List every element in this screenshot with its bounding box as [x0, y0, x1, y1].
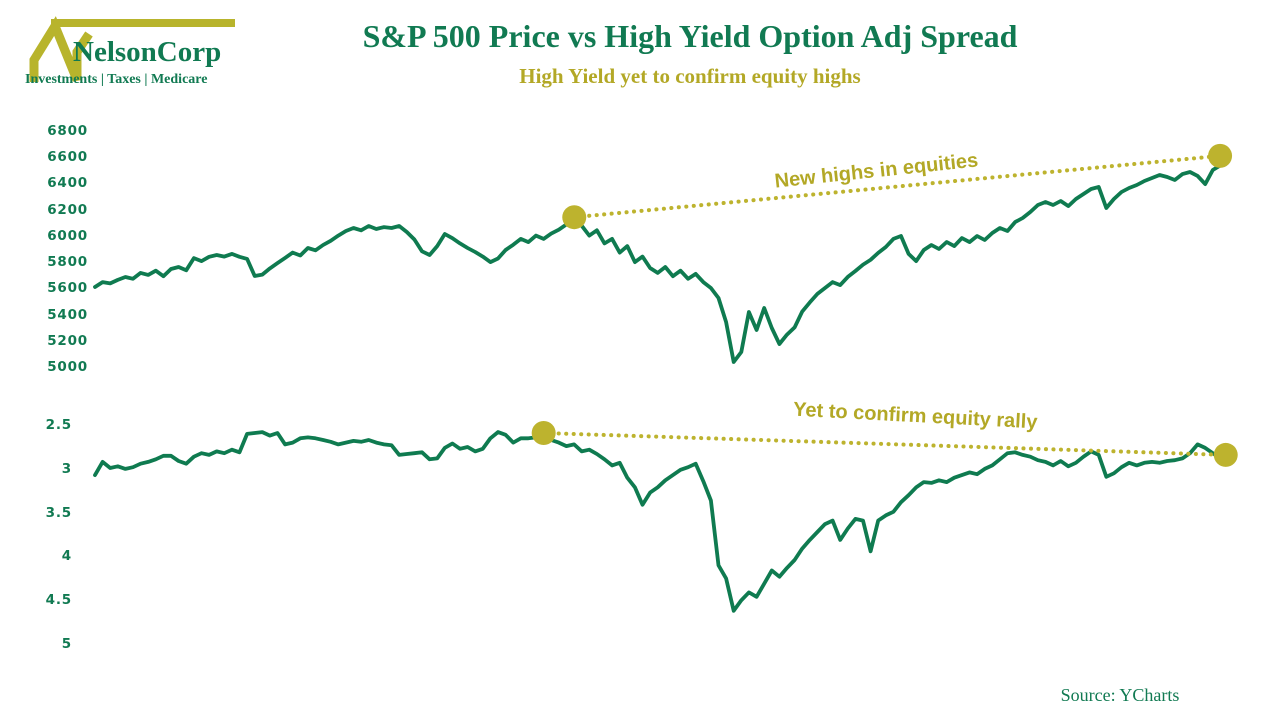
highlight-marker: [562, 205, 587, 230]
annotation-label: Yet to confirm equity rally: [793, 399, 1039, 434]
y-tick-label: 5: [61, 636, 72, 652]
y-tick-label: 3.5: [45, 504, 72, 521]
y-tick-label: 5800: [47, 254, 88, 271]
source-text: Source: YCharts: [1060, 685, 1180, 705]
y-tick-label: 5000: [47, 359, 88, 375]
y-tick-label: 3: [61, 460, 72, 477]
logo-name: NelsonCorp: [73, 36, 222, 68]
trend-dotted-line: [572, 153, 1223, 220]
y-tick-label: 6600: [47, 149, 88, 166]
y-tick-label: 5200: [47, 332, 88, 349]
y-tick-label: 6200: [47, 201, 88, 218]
y-tick-label: 6000: [47, 227, 88, 244]
chart-title: S&P 500 Price vs High Yield Option Adj S…: [362, 18, 1018, 54]
spread-line: [93, 430, 1230, 613]
highlight-marker: [531, 421, 556, 446]
y-tick-label: 6800: [47, 123, 88, 139]
price-chart: New highs in equities: [93, 143, 1233, 364]
highlight-marker: [1213, 442, 1238, 467]
nelsoncorp-logo: NelsonCorp Investments | Taxes | Medicar…: [25, 10, 240, 94]
y-tick-label: 2.5: [45, 417, 72, 433]
annotation-label: New highs in equities: [774, 149, 980, 192]
price-line: [93, 156, 1230, 364]
highlight-marker: [1208, 143, 1233, 168]
spread-chart: Yet to confirm equity rally: [93, 399, 1238, 613]
trend-dotted-line: [541, 431, 1228, 457]
chart-subtitle: High Yield yet to confirm equity highs: [519, 64, 861, 88]
y-tick-label: 5600: [47, 280, 88, 297]
y-tick-label: 5400: [47, 306, 88, 323]
y-tick-label: 4.5: [45, 592, 72, 609]
y-tick-label: 6400: [47, 175, 88, 192]
logo-tagline: Investments | Taxes | Medicare: [25, 72, 208, 87]
y-tick-label: 4: [61, 548, 72, 565]
nelsoncorp-logo-icon: [29, 16, 235, 82]
